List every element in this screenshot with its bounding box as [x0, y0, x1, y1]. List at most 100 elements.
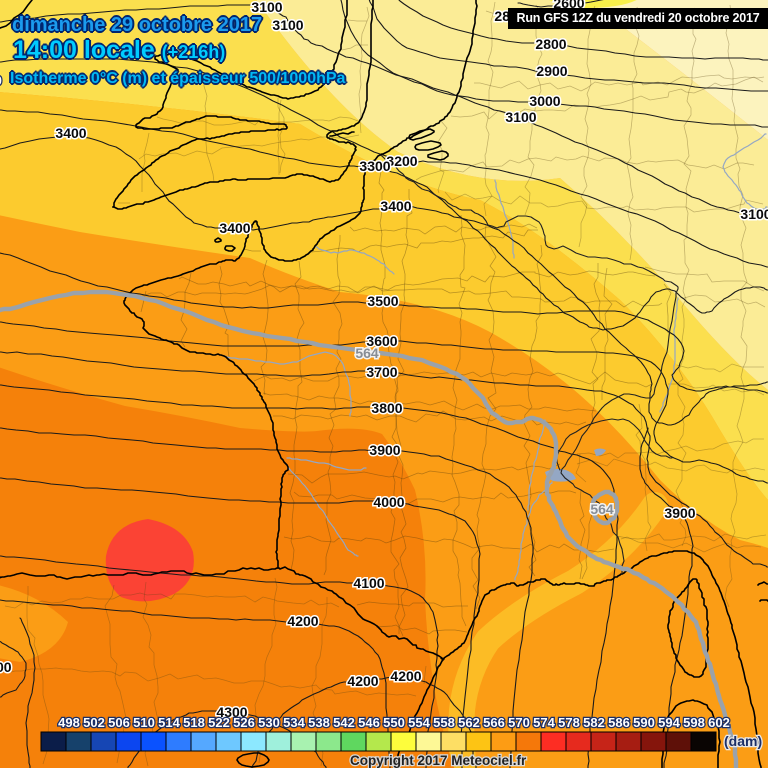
- legend-value-570: 570: [508, 715, 530, 730]
- region-border-line: [626, 6, 640, 261]
- county-border-line: [358, 6, 370, 134]
- region-border-line: [437, 120, 448, 194]
- legend-cell: [590, 731, 617, 752]
- river-garonne: [283, 461, 359, 557]
- iso-label-2800: 2800: [535, 36, 566, 52]
- coastline-eng_s: [112, 160, 351, 210]
- legend-value-578: 578: [558, 715, 580, 730]
- country-border-be: [379, 154, 679, 288]
- iso0-contour-k4000: [0, 477, 481, 768]
- gold-band-rhone-tongue: [448, 492, 668, 768]
- legend-value-562: 562: [458, 715, 480, 730]
- iso0-contour-k3000: [340, 0, 768, 128]
- department-border-line: [378, 161, 409, 637]
- coastline-sp_n: [0, 567, 279, 580]
- copyright-text: Copyright 2017 Meteociel.fr: [350, 753, 527, 768]
- legend-cell: [540, 731, 567, 752]
- department-border-line: [390, 189, 413, 634]
- legend-cell: [265, 731, 292, 752]
- valid-time-value: 14:00 locale: [13, 36, 155, 64]
- legend-value-594: 594: [658, 715, 680, 730]
- department-border-line: [273, 410, 587, 426]
- lake-neuchatel: [594, 448, 606, 456]
- region-border-line: [644, 266, 765, 292]
- department-border-line: [287, 463, 561, 484]
- region-border-line: [575, 453, 587, 483]
- iso-label-3200: 3200: [386, 153, 417, 169]
- iso-label-3400: 3400: [219, 220, 250, 236]
- thickness-564-contour-loop: [589, 489, 620, 526]
- department-border-line: [128, 284, 663, 308]
- rivers: [223, 133, 768, 581]
- iso-label-3500: 3500: [367, 293, 398, 309]
- model-run-box: Run GFS 12Z du vendredi 20 octobre 2017: [508, 8, 768, 29]
- coastline-calais_corner: [365, 154, 381, 169]
- region-border-line: [576, 458, 766, 474]
- river-saone: [527, 419, 546, 511]
- legend-value-598: 598: [683, 715, 705, 730]
- department-border-line: [581, 507, 595, 580]
- iso0-contour-k3900b: [639, 427, 694, 768]
- legend-value-502: 502: [83, 715, 105, 730]
- product-title-text: Isotherme 0°C (m) et épaisseur 500/1000h…: [10, 70, 346, 87]
- legend-cell: [40, 731, 67, 752]
- colour-band: [0, 585, 68, 662]
- coastline-zee1: [408, 128, 435, 141]
- coastline-zee3: [427, 150, 449, 161]
- red-maximum-blob: [105, 519, 194, 602]
- colour-band: [587, 0, 768, 140]
- coastline-eng_n: [112, 0, 348, 208]
- coastline-ita: [621, 550, 762, 768]
- iso-label-3900: 3900: [369, 442, 400, 458]
- county-border-line: [141, 132, 150, 192]
- region-border-line: [524, 4, 543, 216]
- department-border-line: [578, 489, 586, 580]
- iso-label-4000: 4000: [373, 494, 404, 510]
- coastline-eng_e: [326, 0, 374, 162]
- iso-label-3000: 3000: [529, 93, 560, 109]
- iso-label-3600: 3600: [366, 333, 397, 349]
- legend-value-574: 574: [533, 715, 555, 730]
- legend-cell: [515, 731, 542, 752]
- department-border-line: [262, 392, 597, 412]
- coastline-med: [442, 573, 623, 660]
- iso0-contour-k3500: [0, 252, 768, 394]
- iso0-contour-k3300: [0, 109, 768, 331]
- valid-time-text: 14:00 locale (+216h): [13, 36, 225, 65]
- legend-value-506: 506: [108, 715, 130, 730]
- coastline-fr_w: [123, 167, 367, 569]
- region-border-line: [576, 438, 764, 459]
- department-border-line: [349, 223, 538, 235]
- iso0-contour-k42sp: [19, 617, 36, 768]
- legend-value-510: 510: [133, 715, 155, 730]
- legend-cell: [240, 731, 267, 752]
- river-rhine_n: [722, 133, 768, 211]
- legend-cell: [440, 731, 467, 752]
- iso-label-3100: 3100: [251, 0, 282, 15]
- department-border-line: [283, 535, 615, 553]
- legend-value-602: 602: [708, 715, 730, 730]
- iso-label-3800: 3800: [0, 659, 12, 675]
- iso-label-4200: 4200: [347, 673, 378, 689]
- province-border-line: [4, 592, 340, 609]
- department-border-line: [293, 490, 577, 507]
- region-border-line: [415, 155, 755, 181]
- iso0-contour-k3800: [0, 384, 619, 768]
- iso-label-3100: 3100: [740, 206, 768, 222]
- coastline-nl: [379, 0, 478, 156]
- legend-cell: [415, 731, 442, 752]
- department-border-line: [590, 263, 601, 424]
- legend-cell: [215, 731, 242, 752]
- river-seine: [315, 246, 395, 275]
- edge-label-540: 540: [0, 73, 2, 88]
- region-border-line: [616, 533, 767, 542]
- legend-value-526: 526: [233, 715, 255, 730]
- colour-band: [0, 0, 768, 500]
- river-rhone: [514, 481, 553, 581]
- region-border-line: [483, 1, 496, 217]
- region-border-line: [676, 363, 764, 373]
- legend-value-558: 558: [433, 715, 455, 730]
- legend-cell: [365, 731, 392, 752]
- legend-cell: [90, 731, 117, 752]
- coastline-min: [236, 752, 270, 768]
